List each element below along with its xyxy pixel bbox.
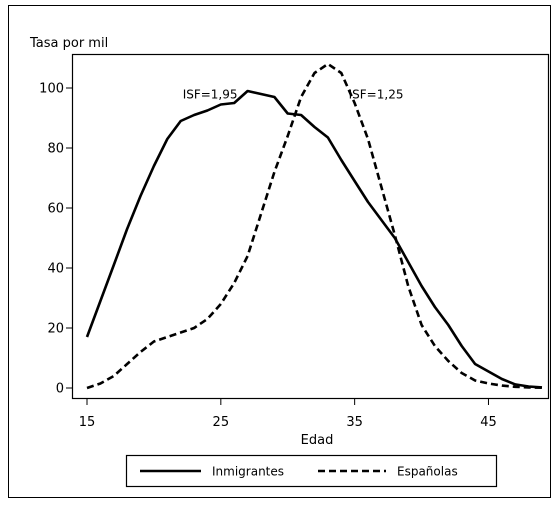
legend: Inmigrantes Españolas: [140, 465, 458, 479]
y-tick-label: 0: [56, 382, 64, 397]
isf-annotation: ISF=1,25: [349, 88, 404, 102]
x-tick-label: 25: [213, 415, 230, 430]
x-axis: 15 25 35 45: [79, 398, 497, 430]
legend-label: Españolas: [397, 465, 458, 479]
legend-label: Inmigrantes: [212, 465, 284, 479]
series-line-espanolas: [86, 62, 543, 390]
y-axis-title: Tasa por mil: [29, 36, 108, 51]
y-tick-label: 60: [47, 202, 64, 217]
isf-annotation: ISF=1,95: [183, 88, 238, 102]
series-line-inmigrantes: [85, 89, 543, 389]
annotations: ISF=1,95 ISF=1,25: [183, 88, 404, 102]
x-tick-label: 15: [79, 415, 96, 430]
x-tick-label: 35: [346, 415, 363, 430]
y-tick-label: 20: [47, 322, 64, 337]
x-tick-label: 45: [480, 415, 497, 430]
y-tick-label: 40: [47, 262, 64, 277]
plot-area: [71, 53, 550, 400]
y-axis: 0 20 40 60 80 100: [39, 82, 73, 397]
x-axis-title: Edad: [301, 433, 334, 448]
y-tick-label: 100: [39, 82, 64, 97]
y-tick-label: 80: [47, 142, 64, 157]
series-group: [85, 62, 543, 390]
